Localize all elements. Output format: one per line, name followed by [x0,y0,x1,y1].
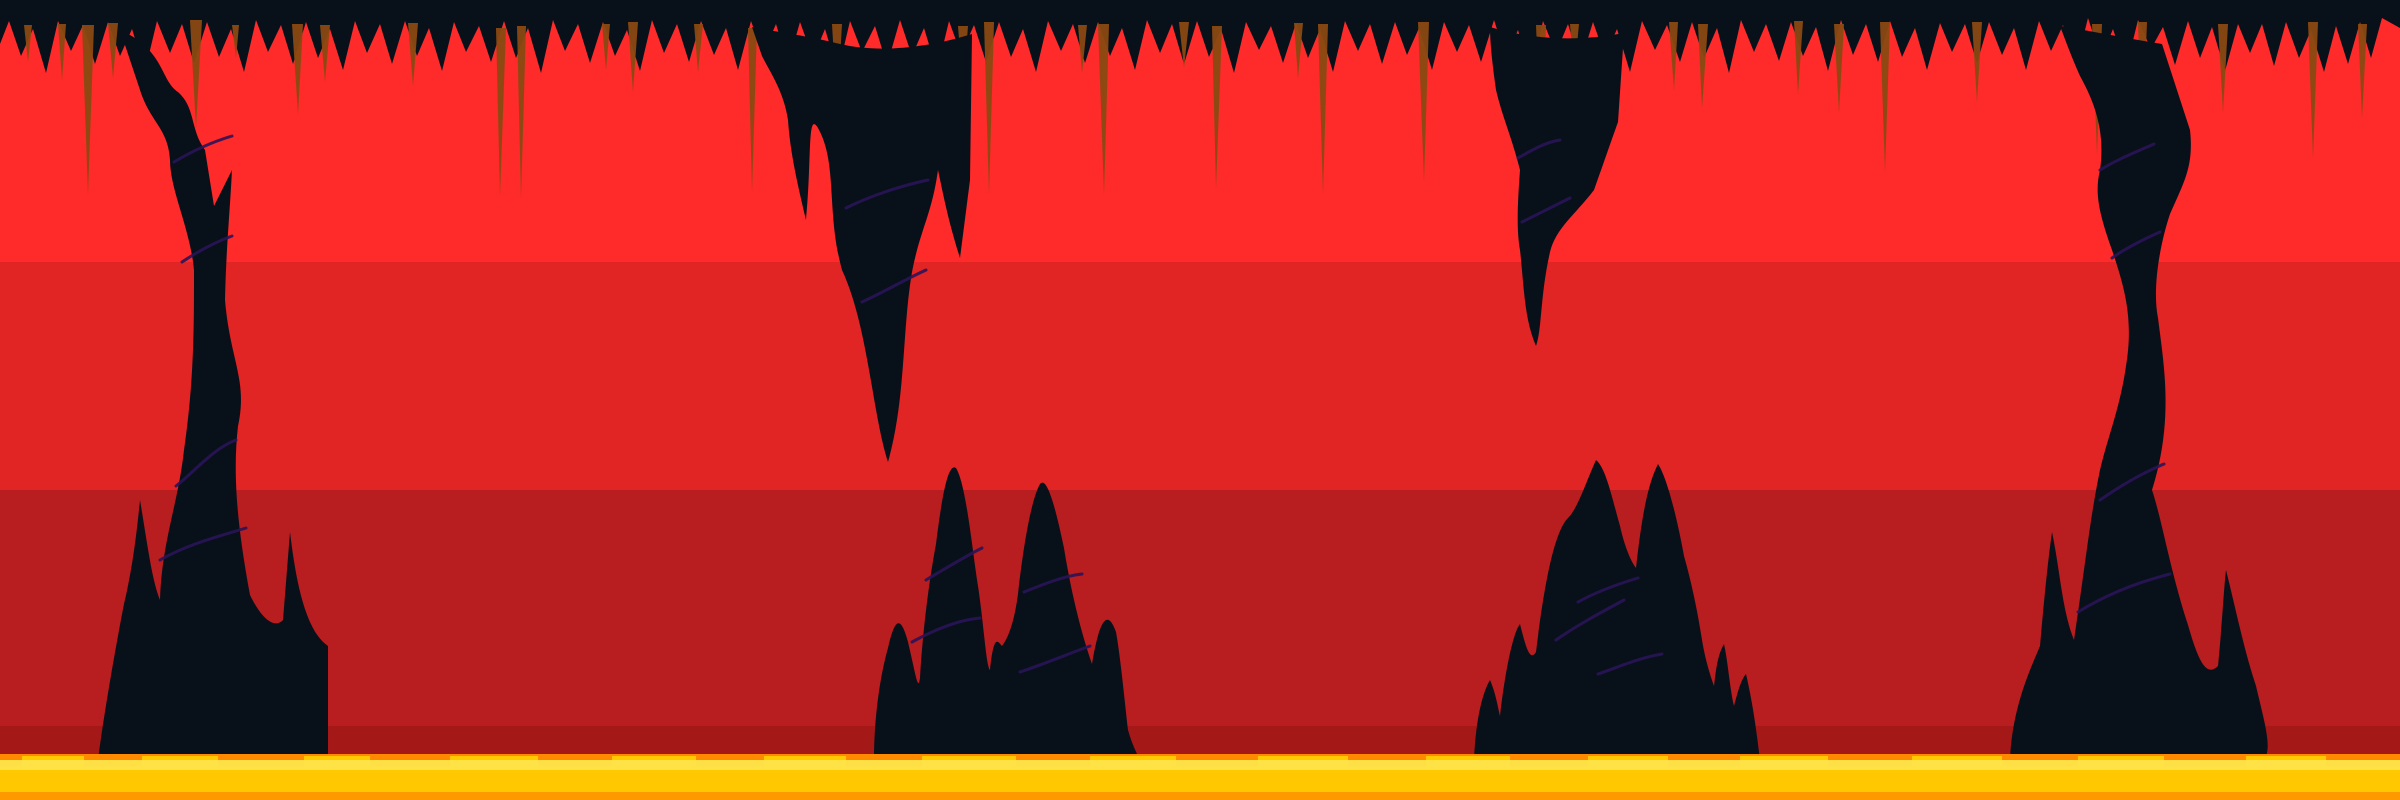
amber-drip [1318,24,1328,194]
rock-veins [158,134,2172,676]
amber-drip [517,26,526,198]
rock-vein [2098,462,2166,502]
rock-vein [1520,196,1572,224]
amber-drip [984,22,994,194]
amber-drip [1098,24,1109,194]
rock-vein [1576,576,1640,604]
amber-drip [292,24,303,114]
lava-floor [0,754,2400,800]
stalagmite-cluster-right [1474,460,1760,760]
background-band-3 [0,490,2400,726]
rock-vein [1554,598,1626,642]
stalactite-right [2010,26,2268,760]
amber-drip [748,28,757,192]
rock-vein [2098,142,2156,172]
amber-drip [2358,24,2367,118]
background-band-2 [0,262,2400,490]
lava-highlight-strip [0,760,2400,770]
amber-drip [1834,24,1844,112]
amber-drip [1212,26,1222,188]
amber-drip [1078,25,1087,73]
amber-drip [496,28,506,196]
rock-vein [844,178,930,210]
amber-drip [1179,22,1189,68]
lava-highlight-strip [0,792,2400,800]
stalactite-left [98,30,328,760]
ceiling-jagged-edge [0,0,2400,74]
amber-drip [1669,22,1678,90]
amber-drip [320,25,330,82]
rock-vein [2076,572,2172,614]
rock-vein [1516,138,1562,160]
stalactite-center-left [752,27,972,462]
rock-vein [910,616,982,644]
rock-vein [1018,644,1092,674]
amber-drip [602,24,610,70]
amber-drip [2218,24,2228,112]
rock-vein [158,526,248,562]
stalagmites [874,460,1760,760]
amber-drip [232,25,239,58]
amber-drip [1880,22,1890,172]
ceiling [0,0,2400,74]
amber-drip [694,24,703,72]
stalactite-center-right [1490,27,1624,346]
rock-vein [2110,230,2162,260]
amber-drip [1794,21,1803,94]
amber-drip [1972,22,1982,102]
amber-drip [408,23,418,86]
amber-drip [108,23,118,78]
rock-vein [1596,652,1664,676]
amber-drip [190,20,202,128]
rock-vein [1022,572,1084,594]
amber-drip [24,25,32,62]
amber-drip [82,25,94,194]
background-band-1 [0,0,2400,262]
rock-vein [172,134,234,164]
amber-drip [1294,23,1303,78]
rock-vein [180,234,234,264]
amber-drip [58,24,66,80]
stalagmite-cluster-left [874,467,1140,760]
rock-vein [924,546,984,582]
rock-vein [860,268,928,304]
amber-drip [1698,24,1708,108]
amber-drip [628,22,638,92]
amber-drip [2308,22,2318,158]
amber-drip [1418,22,1429,181]
rock-vein [174,438,238,488]
stalactites [98,26,2268,760]
lava-highlight-strip [0,778,2400,786]
